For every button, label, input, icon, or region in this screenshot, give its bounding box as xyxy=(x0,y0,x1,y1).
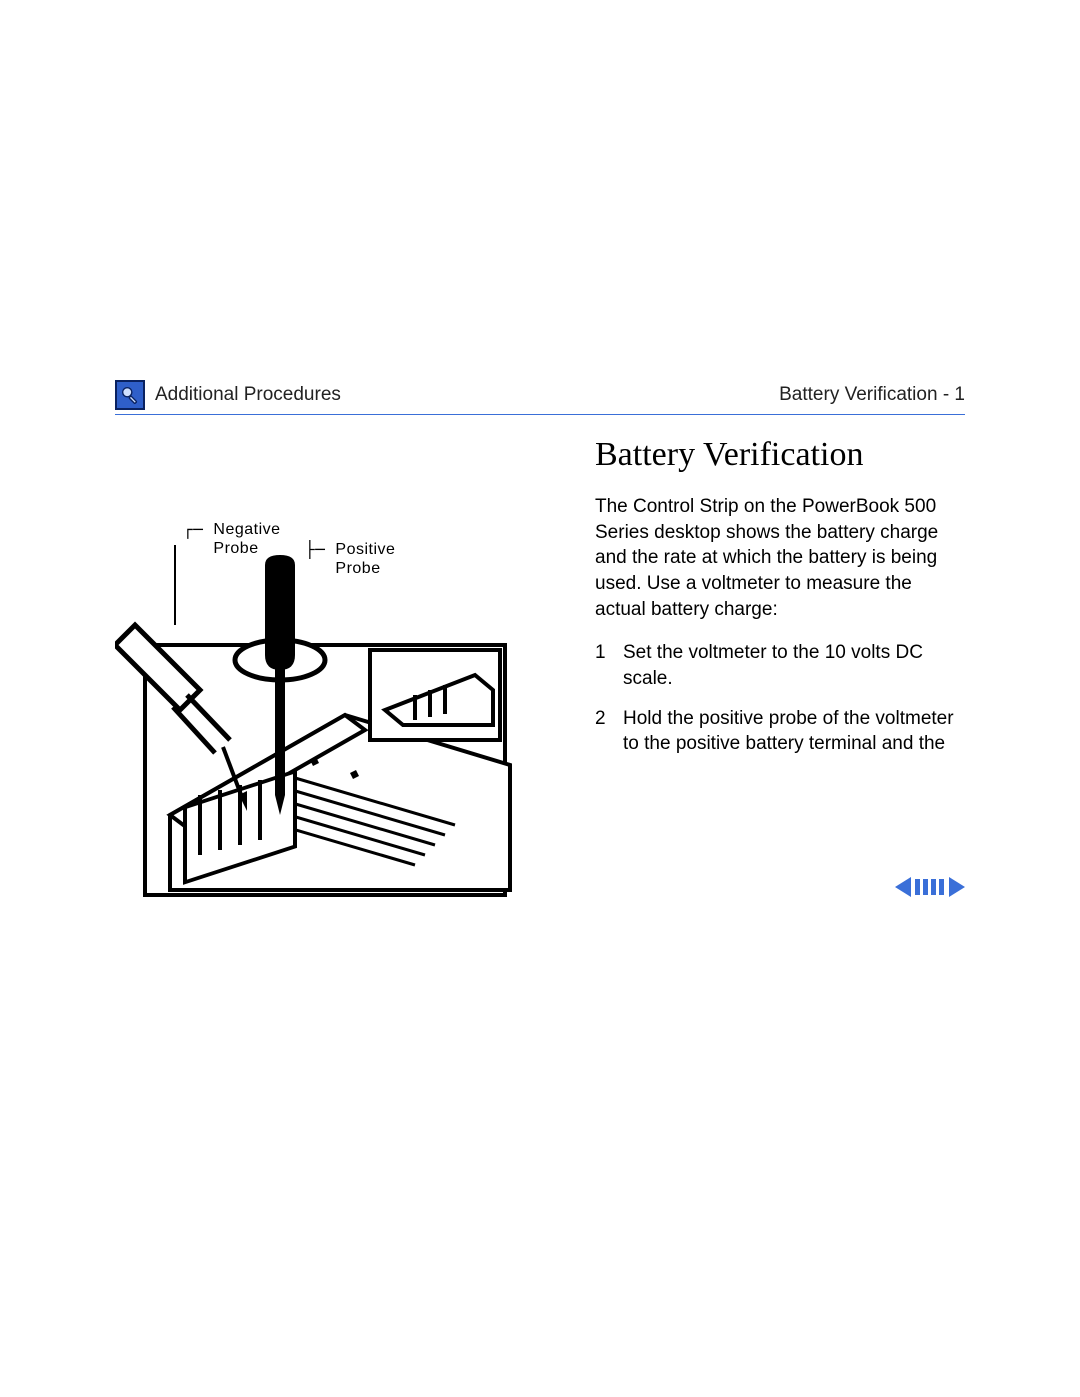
next-page-arrow-icon[interactable] xyxy=(949,877,965,897)
document-page: Additional Procedures Battery Verificati… xyxy=(115,380,965,910)
step-item: 1 Set the voltmeter to the 10 volts DC s… xyxy=(595,640,965,691)
step-text: Hold the positive probe of the voltmeter… xyxy=(623,706,965,757)
page-bars-icon xyxy=(915,879,944,895)
content-row: ┌─ Negative Probe ├─ Positive Probe xyxy=(115,435,965,910)
step-number: 2 xyxy=(595,706,623,757)
text-column: Battery Verification The Control Strip o… xyxy=(595,435,965,771)
article-heading: Battery Verification xyxy=(595,435,965,474)
diagram-panel: ┌─ Negative Probe ├─ Positive Probe xyxy=(115,435,555,910)
intro-paragraph: The Control Strip on the PowerBook 500 S… xyxy=(595,494,965,622)
section-name: Additional Procedures xyxy=(155,384,341,406)
page-nav xyxy=(895,875,965,899)
page-header: Additional Procedures Battery Verificati… xyxy=(115,380,965,415)
step-list: 1 Set the voltmeter to the 10 volts DC s… xyxy=(595,640,965,757)
step-text: Set the voltmeter to the 10 volts DC sca… xyxy=(623,640,965,691)
page-reference: Battery Verification - 1 xyxy=(779,384,965,406)
step-item: 2 Hold the positive probe of the voltmet… xyxy=(595,706,965,757)
label-negative-probe: ┌─ Negative Probe xyxy=(183,520,281,558)
header-left: Additional Procedures xyxy=(115,380,341,410)
prev-page-arrow-icon[interactable] xyxy=(895,877,911,897)
label-positive-probe: ├─ Positive Probe xyxy=(305,540,395,578)
step-number: 1 xyxy=(595,640,623,691)
tool-icon xyxy=(115,380,145,410)
